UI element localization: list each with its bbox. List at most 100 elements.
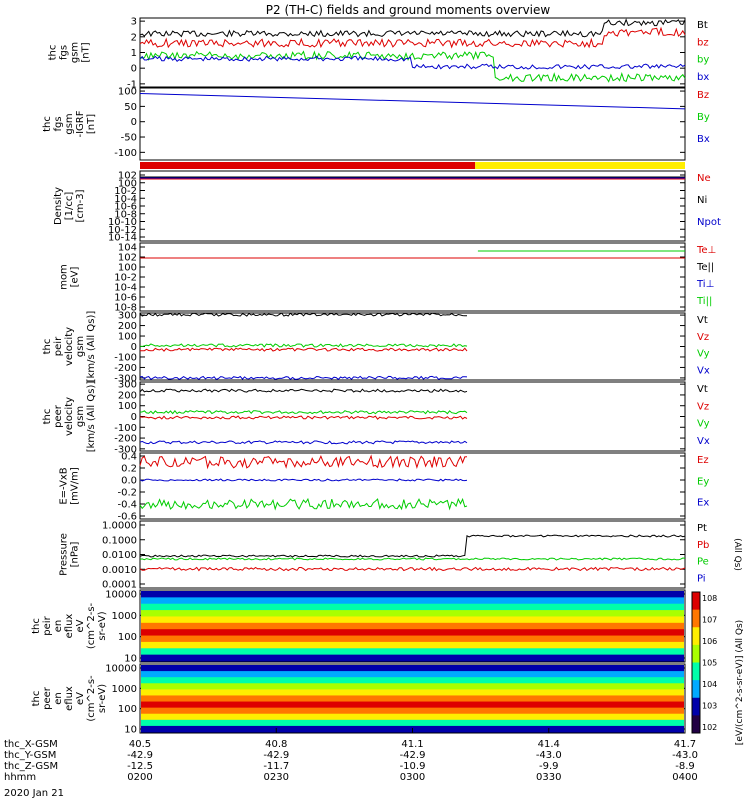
spectrogram-band [141, 689, 684, 696]
legend-Bx: Bx [697, 134, 710, 145]
ytick-label: 104 [118, 243, 137, 254]
legend-Vt: Vt [697, 384, 708, 395]
ytick-label: 300 [118, 380, 137, 391]
panel-peir_spec: 10000 1000 100 10 thcpeirenefluxeV(cm^2-s-sr… [31, 589, 686, 665]
ytick-label: -100 [114, 423, 137, 434]
ytick-label: -0.6 [117, 512, 137, 523]
figure-title: P2 (TH-C) fields and ground moments over… [266, 3, 551, 17]
series-Vz [140, 347, 468, 352]
series-Vy [139, 409, 468, 415]
ytick-label: 200 [118, 321, 137, 332]
legend-Ey: Ey [697, 476, 709, 487]
spectrogram-band [141, 719, 684, 727]
ytick-label: 10-8 [114, 303, 137, 314]
spectrogram-band [141, 707, 684, 715]
ylabel-peervel: thcpeervelocitygsm[km/s (All Qs)] [42, 381, 97, 453]
ylabel-density: Density[1/cc][cm-3] [53, 187, 86, 225]
colorbar-segment [692, 662, 700, 681]
xaxis-tick-label: 0330 [536, 772, 561, 783]
ytick-label: 2 [131, 32, 137, 43]
date-label: 2020 Jan 21 [4, 788, 64, 799]
ytick-label: 0.2 [121, 464, 137, 475]
ytick-label: 1 [131, 48, 137, 59]
legend-bx: bx [697, 72, 709, 83]
spectrogram-band [141, 654, 684, 662]
spectrogram-band [141, 701, 684, 709]
xaxis-tick-label: 41.1 [401, 739, 423, 750]
legend-Ne: Ne [697, 173, 711, 184]
colorbar-segment [692, 697, 700, 716]
legend-Ti||: Ti|| [696, 296, 712, 307]
ytick-label: 10-10 [108, 217, 137, 228]
legend-Ni: Ni [697, 195, 707, 206]
spectrogram-band [141, 610, 684, 617]
ylabel-efield: E=-VxB[mV/m] [59, 467, 81, 505]
legend-Vx: Vx [697, 365, 710, 376]
ylabel-peer_spec: thcpeerenefluxeV(cm^2-s-sr-eV) [31, 675, 108, 722]
legend-Ex: Ex [697, 498, 709, 509]
xaxis-tick-label: 41.4 [538, 739, 560, 750]
colorbar-tick-label: 106 [702, 637, 717, 646]
ytick-label: 1.0000 [102, 521, 137, 532]
ytick-label: 0 [131, 117, 137, 128]
mode-bar-segment-1 [475, 162, 685, 169]
legend-Pe: Pe [697, 557, 709, 568]
mode-bar-segment-0 [140, 162, 476, 169]
legend-bz: bz [697, 37, 709, 48]
spectrogram-band [141, 683, 684, 690]
ytick-label: 10-6 [114, 202, 137, 213]
series-Vt [139, 388, 468, 393]
ytick-label: -200 [114, 434, 137, 445]
ytick-label: 0.0 [121, 476, 137, 487]
ytick-label: -0.4 [117, 500, 137, 511]
ylabel-pressure: Pressure[nPa] [59, 533, 81, 576]
ytick-label: -50 [121, 133, 137, 144]
ylabel-peirvel: thcpeirvelocitygsm[km/s (All Qs)] [42, 311, 97, 383]
colorbar-tick-label: 108 [702, 594, 717, 603]
ytick-label: 102 [118, 171, 137, 182]
xaxis-row-label: thc_X-GSM [4, 739, 58, 750]
ytick-label: 10000 [105, 590, 137, 601]
colorbar-segment [692, 592, 700, 611]
ytick-label: 0.0010 [102, 565, 137, 576]
legend-Npot: Npot [697, 217, 721, 228]
colorbar-segment [692, 609, 700, 628]
ytick-label: 10 [124, 725, 137, 736]
series-by [139, 50, 686, 83]
spectrogram-band [141, 629, 684, 637]
ytick-label: 50 [124, 102, 137, 113]
spectrogram-band [141, 641, 684, 649]
ytick-label: 100 [118, 332, 137, 343]
series-Bx [139, 93, 686, 110]
spectrogram-band [141, 635, 684, 643]
xaxis-tick-label: 0300 [400, 772, 425, 783]
panel-fgl: 100 50 0 -50 -100 thcfgsgsm-IGRF[nT] Bz By Bx [42, 87, 710, 161]
ytick-label: -300 [114, 373, 137, 384]
spectrogram-band [141, 622, 684, 630]
legend-Pb: Pb [697, 540, 709, 551]
ytick-label: 0 [131, 412, 137, 423]
ytick-label: 100 [118, 263, 137, 274]
ytick-label: 3 [131, 17, 137, 28]
panel-frame [139, 170, 686, 242]
panel-frame [139, 242, 686, 312]
ytick-label: -100 [114, 352, 137, 363]
legend-Vz: Vz [697, 401, 709, 412]
spectrogram-band [141, 677, 684, 684]
ytick-label: 0.4 [121, 452, 137, 463]
ytick-label: 10-14 [108, 233, 137, 244]
ytick-label: 10-4 [114, 194, 137, 205]
ytick-label: -200 [114, 363, 137, 374]
ytick-label: 100 [118, 704, 137, 715]
series-bz [139, 26, 686, 49]
ytick-label: -100 [114, 148, 137, 159]
legend-Bz: Bz [697, 90, 709, 101]
xaxis-tick-label: 41.7 [674, 739, 696, 750]
colorbar-frame [691, 591, 701, 734]
series-Vx [139, 440, 468, 445]
xaxis-row-label: thc_Y-GSM [4, 750, 56, 761]
series-Vx [139, 375, 468, 381]
ytick-label: 100 [118, 178, 137, 189]
